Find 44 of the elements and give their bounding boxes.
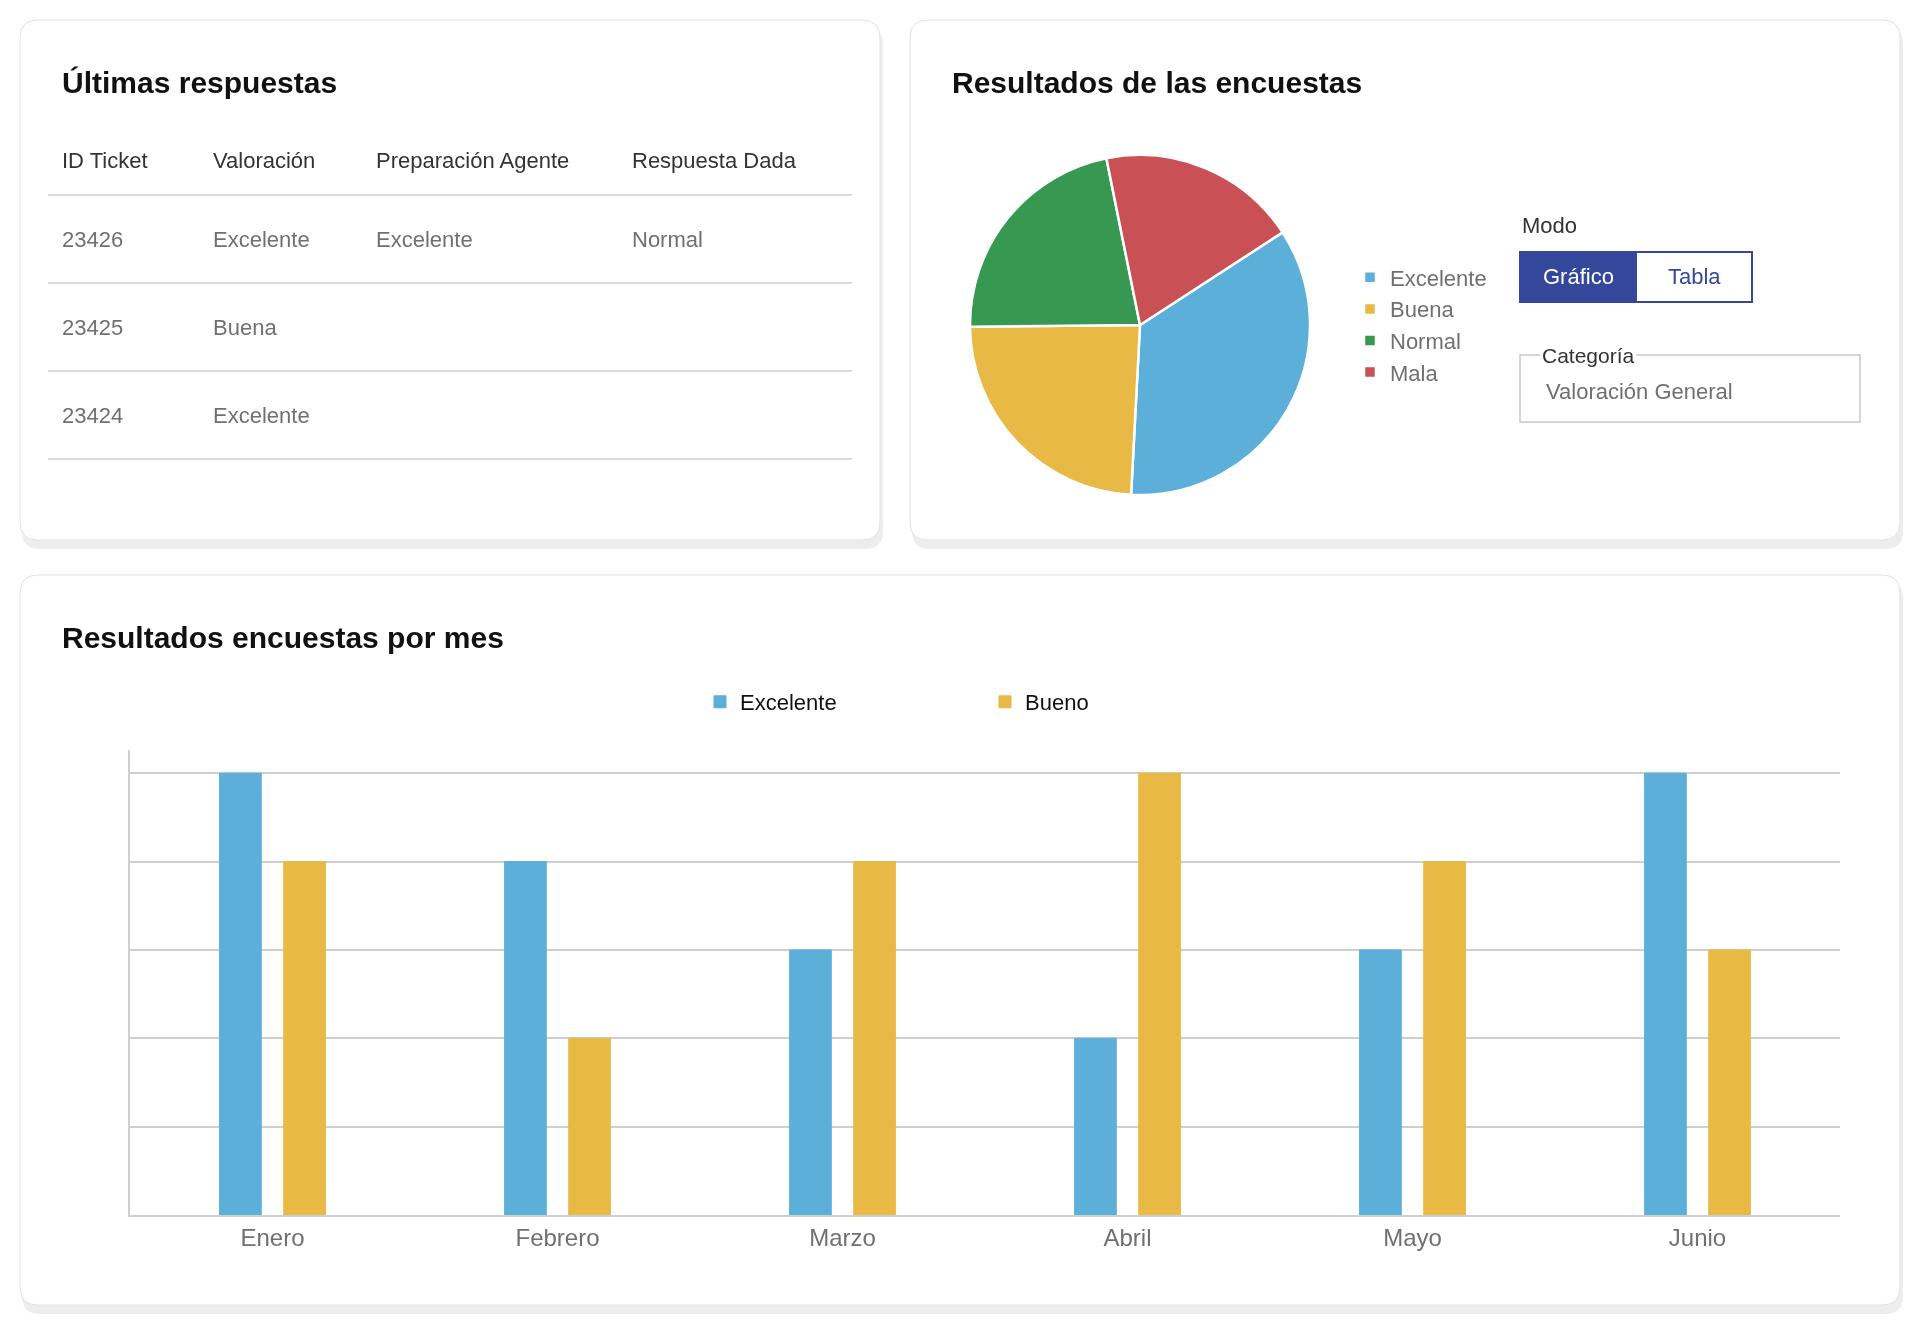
legend-label: Buena [1390, 297, 1455, 323]
x-tick-label: Mayo [1383, 1223, 1442, 1251]
text: 23424 [62, 403, 124, 428]
text: Últimas respuestas [62, 66, 338, 99]
bar [789, 949, 832, 1215]
legend-label: Excelente [1390, 265, 1487, 291]
text: 23425 [62, 315, 124, 340]
text: 23426 [62, 227, 124, 252]
legend-label: Mala [1390, 360, 1439, 386]
text: Normal [632, 227, 703, 252]
x-tick-label: Marzo [809, 1223, 876, 1251]
x-tick-label: Enero [240, 1223, 305, 1251]
text: Excelente [213, 227, 310, 252]
legend-label: Bueno [1025, 690, 1089, 716]
text: Modo [1522, 213, 1578, 238]
x-tick-label: Abril [1103, 1223, 1152, 1251]
text: Excelente [213, 403, 310, 428]
text: Gráfico [1543, 264, 1614, 289]
category-label: Valoración [213, 148, 316, 173]
bar [1644, 772, 1687, 1215]
bar [1708, 949, 1751, 1215]
text: Buena [213, 315, 278, 340]
text: Valoración General [1546, 379, 1733, 404]
x-tick-label: Febrero [515, 1223, 600, 1251]
bar [283, 861, 326, 1215]
bar [568, 1037, 611, 1215]
bar [1423, 861, 1466, 1215]
bar [219, 772, 262, 1215]
bar [853, 861, 896, 1215]
text: Categoría [1542, 344, 1635, 367]
chart-title: Resultados de las encuestas [952, 66, 1363, 99]
text: Tabla [1668, 264, 1722, 289]
bar [1359, 949, 1402, 1215]
bar [1074, 1037, 1117, 1215]
bar [1138, 772, 1181, 1215]
legend-label: Normal [1390, 329, 1461, 355]
bar [504, 861, 547, 1215]
x-tick-label: Junio [1668, 1223, 1727, 1251]
category-label: Preparación Agente [376, 148, 570, 173]
text: Excelente [376, 227, 473, 252]
chart-title: Resultados encuestas por mes [62, 621, 504, 654]
category-label: ID Ticket [62, 148, 148, 173]
legend-label: Excelente [740, 690, 837, 716]
category-label: Respuesta Dada [632, 148, 797, 173]
